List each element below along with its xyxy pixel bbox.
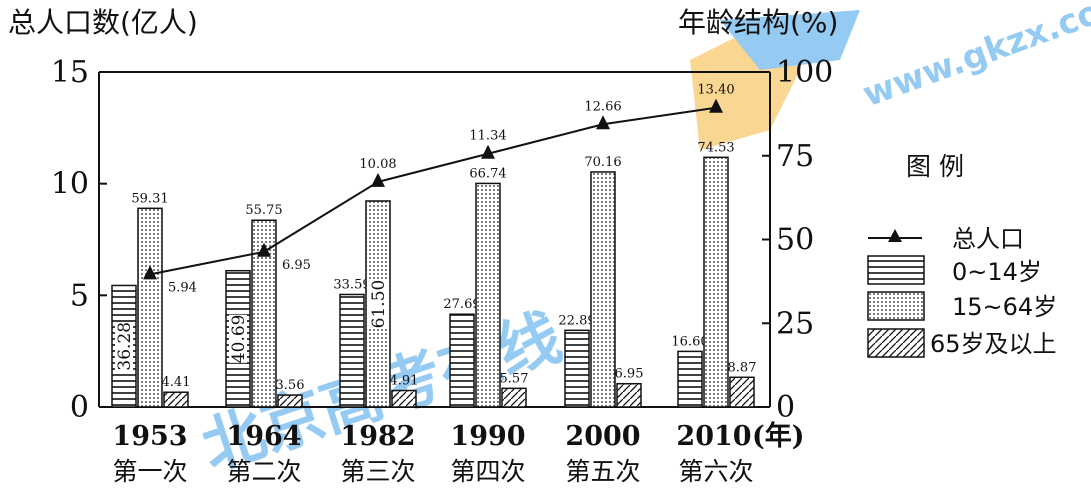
bar-age-65-plus	[277, 394, 303, 408]
legend-swatch-working	[867, 291, 925, 321]
legend-title: 图 例	[906, 152, 964, 181]
legend-item-child: 0~14岁	[867, 255, 1042, 286]
y-right-tick-label: 25	[776, 306, 814, 341]
x-tick-label-census: 第二次	[226, 457, 301, 486]
bar-value-label: 55.75	[245, 203, 282, 218]
bar-value-label: 36.28	[115, 322, 135, 371]
legend-swatch-child	[867, 255, 925, 285]
legend-label-total: 总人口	[952, 225, 1024, 253]
y-left-tick-label: 5	[70, 278, 89, 313]
x-tick-label-census: 第四次	[450, 457, 525, 486]
bar-label-backing	[115, 322, 133, 371]
legend-item-total: 总人口	[868, 225, 1024, 253]
y-left-tick-label: 15	[51, 55, 89, 90]
total-population-label: 6.95	[282, 258, 311, 273]
watermark-logo-shape-blue	[720, 10, 860, 70]
total-population-label: 5.94	[168, 280, 197, 295]
bar-age-0-14	[564, 329, 590, 408]
bar-age-15-64	[703, 156, 729, 408]
legend: 图 例 总人口 0~14岁 15~64岁 65岁及以上	[867, 152, 1057, 358]
y-left-axis-label: 总人口数(亿人)	[8, 6, 198, 39]
y-left-ticks: 0 5 10 15	[51, 55, 107, 425]
bar-value-label: 5.57	[500, 371, 529, 386]
total-population-point	[709, 98, 723, 113]
bar-value-label: 8.87	[728, 360, 757, 375]
y-right-tick-label: 75	[776, 139, 814, 174]
x-tick-label-year: 2000	[565, 421, 640, 452]
bar-value-label: 4.41	[162, 375, 191, 390]
bar-age-0-14	[449, 313, 475, 408]
total-population-line	[149, 106, 717, 276]
bar-value-label: 22.89	[558, 313, 595, 328]
y-left-tick-label: 10	[51, 167, 89, 202]
x-tick-label-year: 1953	[112, 421, 187, 452]
bar-age-65-plus	[616, 382, 642, 408]
total-population-point	[257, 242, 271, 257]
bar-value-label: 4.91	[390, 374, 419, 389]
bar-age-15-64	[590, 171, 616, 408]
total-population-label: 12.66	[584, 99, 621, 114]
x-tick-label-year: 1982	[340, 421, 415, 452]
total-population-point	[481, 144, 495, 159]
legend-item-elderly: 65岁及以上	[867, 328, 1057, 358]
bar-age-65-plus	[163, 391, 189, 408]
legend-label-working: 15~64岁	[952, 293, 1057, 321]
bar-age-65-plus	[391, 389, 417, 408]
x-axis-unit: (年)	[752, 420, 805, 452]
legend-item-working: 15~64岁	[867, 291, 1057, 321]
y-right-ticks: 0 25 50 75 100	[762, 55, 833, 425]
bar-value-label: 40.69	[229, 315, 249, 364]
legend-label-child: 0~14岁	[952, 258, 1042, 286]
total-population-point	[143, 265, 157, 280]
watermark-url: www.gkzx.com	[858, 0, 1091, 115]
bar-value-label: 70.16	[584, 155, 621, 170]
y-left-tick-label: 0	[70, 390, 89, 425]
bar-age-15-64	[137, 207, 163, 408]
bar-age-65-plus	[501, 387, 527, 408]
bar-age-0-14	[339, 293, 365, 408]
bar-value-label: 74.53	[697, 140, 734, 155]
bar-age-15-64	[475, 182, 501, 408]
bar-value-label: 16.60	[671, 334, 708, 349]
y-right-tick-label: 100	[776, 55, 833, 90]
bar-value-label: 6.95	[615, 367, 644, 382]
total-population-point	[596, 115, 610, 130]
y-right-tick-label: 50	[776, 223, 814, 258]
x-axis-labels: 1953 第一次 1964 第二次 1982 第三次 1990 第四次 2000 第五次 2010 第…	[112, 421, 753, 486]
legend-swatch-elderly	[867, 328, 925, 358]
x-tick-label-census: 第六次	[678, 457, 753, 486]
bar-age-65-plus	[729, 376, 755, 408]
total-population-label: 13.40	[697, 83, 734, 98]
x-tick-label-census: 第一次	[112, 457, 187, 486]
bar-label-backing	[229, 314, 247, 363]
bar-value-label: 27.69	[443, 297, 480, 312]
x-tick-label-census: 第三次	[340, 457, 415, 486]
bar-value-label: 66.74	[469, 166, 506, 181]
legend-label-elderly: 65岁及以上	[930, 330, 1057, 358]
y-right-axis-label: 年龄结构(%)	[678, 6, 838, 39]
x-tick-label-census: 第五次	[565, 457, 640, 486]
bar-value-label: 33.59	[333, 277, 370, 292]
bar-value-label: 59.31	[131, 191, 168, 206]
legend-triangle-marker	[888, 229, 902, 242]
bar-value-label: 61.50	[369, 280, 389, 329]
x-tick-label-year: 1990	[450, 421, 525, 452]
x-tick-label-year: 1964	[226, 421, 301, 452]
x-tick-label-year: 2010	[676, 421, 751, 452]
bar-label-backing	[369, 279, 387, 328]
bar-value-label: 3.56	[276, 378, 305, 393]
total-population-label: 11.34	[469, 129, 506, 144]
total-population-point	[371, 172, 385, 187]
total-population-series: 5.94 6.95 10.08 11.34 12.66 13.40	[143, 83, 735, 295]
total-population-label: 10.08	[359, 157, 396, 172]
bar-age-0-14	[677, 350, 703, 408]
y-right-tick-label: 0	[776, 390, 795, 425]
